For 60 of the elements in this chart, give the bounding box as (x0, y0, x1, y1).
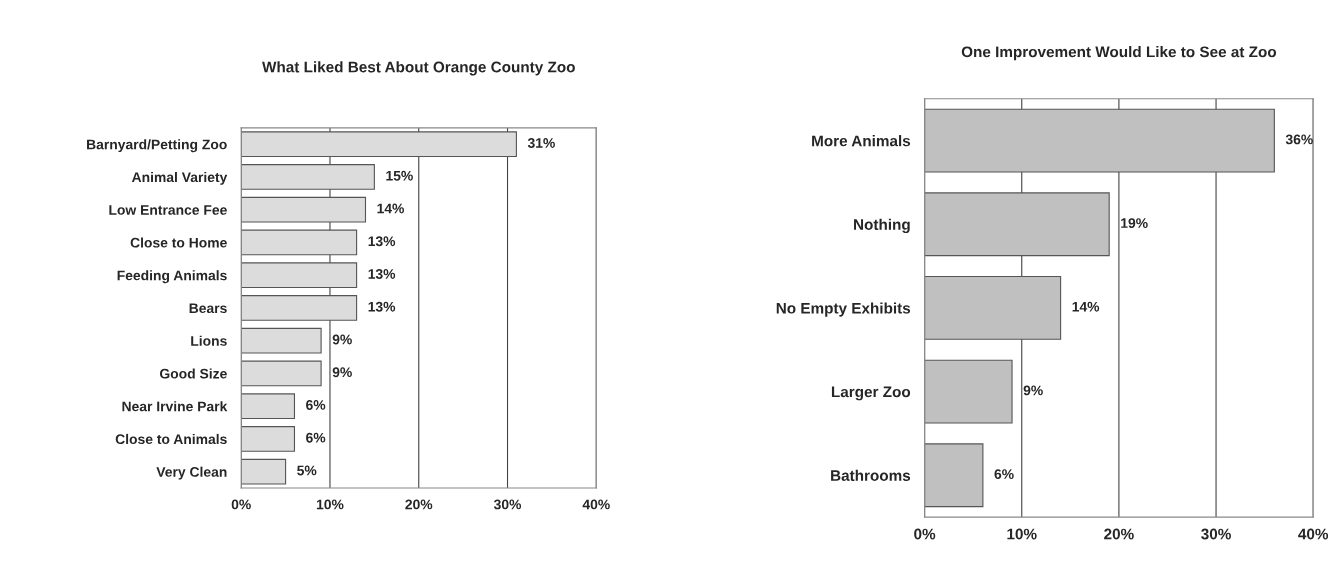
data-label: 9% (332, 367, 352, 378)
data-label: 13% (368, 269, 396, 279)
chart-title: One Improvement Would Like to See at Zoo (961, 46, 1277, 61)
y-tick-label: Low Entrance Fee (109, 205, 227, 215)
bar (241, 262, 358, 289)
data-label: 31% (527, 138, 555, 148)
x-tick-label: 10% (316, 499, 344, 510)
bar (241, 164, 375, 190)
bar (924, 443, 984, 508)
x-tick-label: 0% (231, 499, 251, 510)
x-tick-label: 40% (1298, 528, 1329, 540)
y-tick-label: Very Clean (156, 466, 227, 480)
x-tick-label: 40% (582, 499, 610, 510)
data-label: 5% (297, 465, 317, 476)
data-label: 6% (994, 469, 1014, 479)
data-label: 6% (306, 432, 326, 443)
x-tick-label: 30% (493, 499, 522, 510)
y-tick-label: Close to Home (130, 237, 227, 248)
bar (241, 131, 517, 158)
data-label: 13% (368, 301, 396, 312)
data-label: 9% (332, 334, 352, 345)
data-label: 9% (1023, 385, 1043, 396)
data-label: 14% (1072, 301, 1100, 312)
y-tick-label: Nothing (854, 218, 910, 234)
bar (241, 327, 322, 354)
y-tick-label: Feeding Animals (117, 270, 227, 284)
y-tick-label: Good Size (159, 368, 227, 379)
bar (241, 393, 296, 420)
x-tick-label: 20% (1104, 528, 1134, 540)
bar (924, 276, 1062, 340)
y-tick-label: Near Irvine Park (122, 401, 228, 412)
bar (241, 426, 296, 452)
y-tick-label: No Empty Exhibits (776, 302, 911, 317)
y-tick-label: Bears (189, 303, 227, 314)
data-label: 36% (1285, 134, 1313, 145)
data-label: 15% (386, 170, 413, 181)
bar (241, 196, 367, 223)
bar (924, 108, 1275, 173)
y-tick-label: Close to Animals (115, 433, 227, 445)
data-label: 6% (306, 400, 326, 410)
data-label: 14% (377, 203, 405, 214)
data-label: 19% (1121, 218, 1148, 228)
bar (241, 229, 358, 256)
bar (241, 360, 322, 387)
y-tick-label: Animal Variety (131, 171, 228, 185)
y-tick-label: Lions (191, 335, 227, 346)
y-tick-label: More Animals (812, 135, 911, 147)
data-label: 13% (368, 236, 396, 247)
y-tick-label: Larger Zoo (831, 386, 911, 401)
bar (924, 359, 1013, 424)
x-tick-label: 0% (914, 528, 936, 540)
bar (241, 458, 287, 485)
bar (924, 192, 1110, 257)
y-tick-label: Bathrooms (831, 469, 911, 481)
x-tick-label: 30% (1201, 528, 1231, 540)
x-tick-label: 10% (1007, 528, 1037, 540)
bar (241, 295, 358, 321)
y-tick-label: Barnyard/Petting Zoo (87, 139, 227, 153)
chart-title: What Liked Best About Orange County Zoo (262, 61, 575, 76)
x-tick-label: 20% (405, 499, 433, 510)
